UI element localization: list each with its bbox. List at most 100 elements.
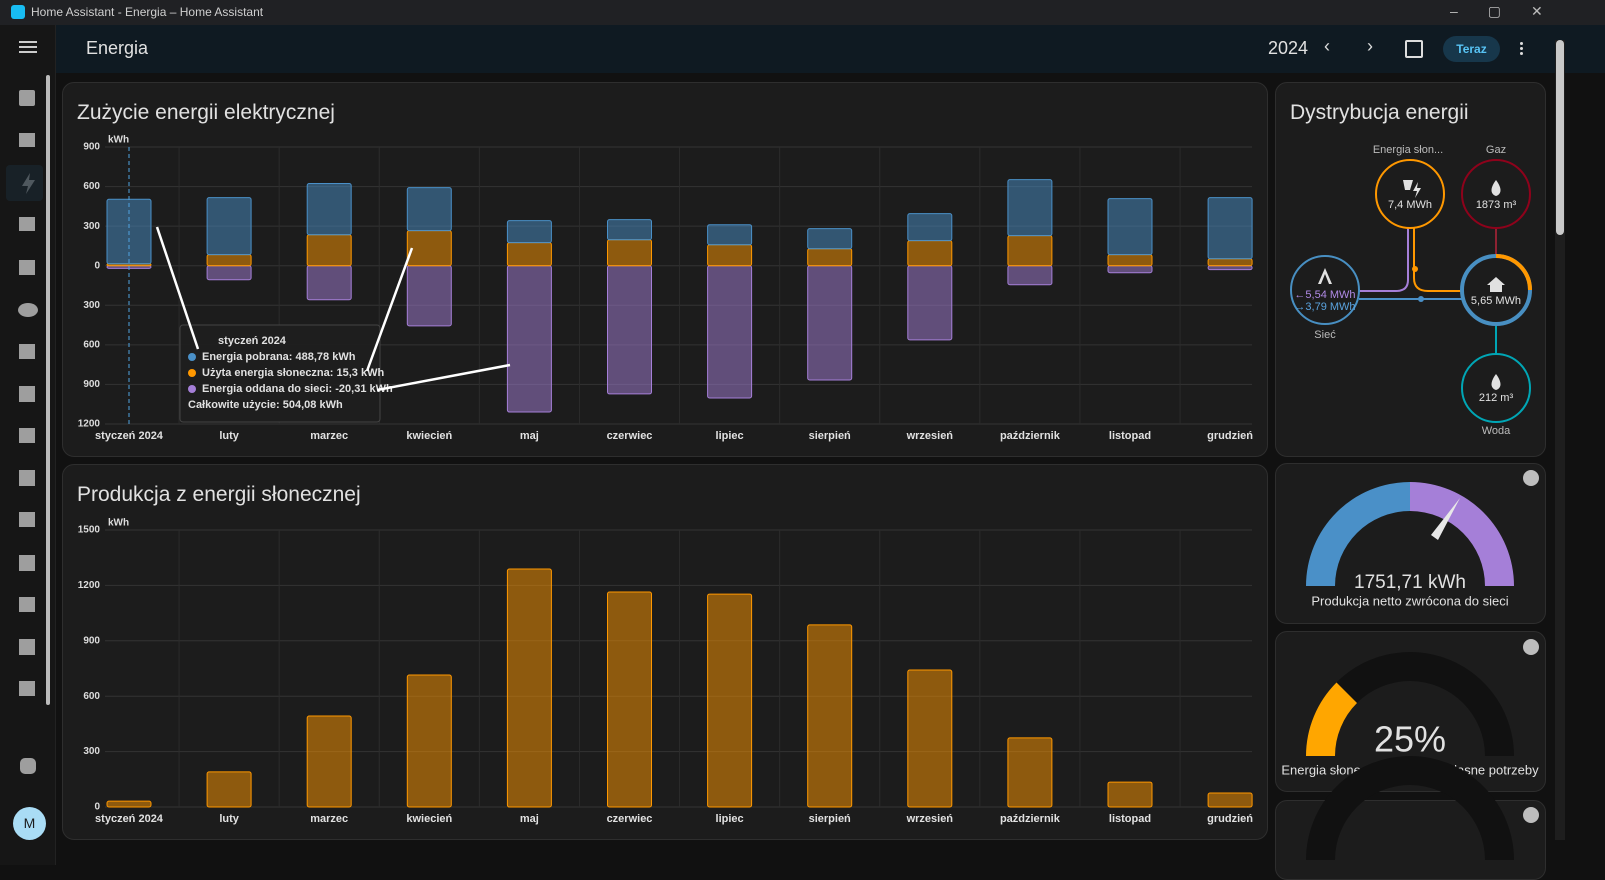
node-value: 5,65 MWh [1471,295,1521,307]
axis-unit: kWh [108,135,129,146]
x-tick-label: grudzień [1207,430,1253,442]
x-tick-label: marzec [310,813,348,825]
node-label: Gaz [1486,144,1506,156]
y-tick-label: 0 [94,260,100,271]
bar [206,771,252,808]
flow-dot [1412,266,1418,272]
bar [306,183,352,236]
tooltip-title: styczeń 2024 [218,335,287,347]
x-tick-label: luty [219,430,239,442]
y-tick-label: 600 [83,339,100,350]
y-tick-label: 900 [83,142,100,153]
menu-button[interactable] [19,41,37,43]
bar [306,715,352,808]
calendar-button[interactable] [1405,40,1423,58]
bar [1007,737,1053,808]
y-tick-label: 900 [83,379,100,390]
bar [506,265,552,413]
annotation-lines [155,226,511,392]
browser-bar: Home Assistant - Energia – Home Assistan… [0,0,1605,25]
gauge-arc [1306,682,1357,756]
bar [406,674,452,808]
x-tick-label: listopad [1109,813,1151,825]
bar [406,230,452,267]
node-value: 7,4 MWh [1388,199,1432,211]
next-button[interactable]: › [1367,36,1373,56]
y-tick-label: 300 [83,221,100,232]
node-icons [1318,180,1505,390]
tooltip: styczeń 2024 Całkowite użycie: 504,08 kW… [179,324,393,423]
y-tick-label: 600 [83,691,100,702]
tooltip-dot [188,369,196,377]
bar [1207,265,1253,271]
solar-node[interactable] [1375,159,1445,229]
gauge-value: 25% [1374,719,1446,760]
bar [406,187,452,232]
flow-dot [1418,296,1424,302]
bar [306,234,352,267]
bar [1107,254,1153,267]
bar [707,224,753,246]
node-value: →3,79 MWh [1294,301,1355,313]
bar [907,669,953,808]
bar [1207,197,1253,260]
bar [607,591,652,808]
bar [206,254,252,267]
bar [907,213,953,242]
gauge-track [1306,756,1514,860]
x-tick-label: grudzień [1207,813,1253,825]
bar [807,228,853,250]
bar [807,265,853,381]
tooltip-item: Użyta energia słoneczna: 15,3 kWh [202,367,384,379]
y-tick-label: 1200 [78,419,101,430]
bar [907,240,953,267]
x-tick-label: listopad [1109,430,1151,442]
bar [506,242,552,267]
sidebar-icons[interactable] [18,90,38,774]
y-tick-label: 300 [83,746,100,757]
window-controls[interactable]: –▢✕ [1450,3,1573,19]
y-tick-label: 900 [83,635,100,646]
app-header: Energia 2024 ‹ › Teraz [56,25,1605,73]
bar [206,197,252,256]
x-tick-label: maj [520,430,539,442]
now-button[interactable]: Teraz [1443,36,1500,62]
y-tick-label: 1200 [78,580,101,591]
tooltip-item: Energia pobrana: 488,78 kWh [202,351,356,363]
bar [506,568,552,808]
bar [707,593,753,808]
scroll-thumb[interactable] [1556,40,1564,235]
card-title: Dystrybucja energii [1290,101,1469,124]
card-title: Zużycie energii elektrycznej [77,101,335,124]
avatar[interactable]: M [13,807,46,840]
gauge-arc [1410,482,1514,586]
gauge-label: Produkcja netto zwrócona do sieci [1311,593,1508,608]
sidebar-scrollbar[interactable] [46,75,50,705]
node-value: 212 m³ [1479,392,1514,404]
x-tick-label: wrzesień [906,430,954,442]
node-label: Energia słon... [1373,144,1443,156]
y-tick-label: 1500 [78,525,101,536]
tooltip-item: Energia oddana do sieci: -20,31 kWh [202,383,393,395]
distribution-texts: Energia słon... 7,4 MWh Gaz 1873 m³ Sieć… [1294,144,1521,437]
x-tick-label: lipiec [716,430,744,442]
prev-button[interactable]: ‹ [1324,36,1330,56]
x-tick-label: kwiecień [406,813,452,825]
tooltip-dot [188,385,196,393]
x-tick-label: maj [520,813,539,825]
bar [607,239,652,267]
axis-unit: kWh [108,518,129,529]
x-tick-label: październik [1000,813,1061,825]
page-scrollbar [1555,40,1565,840]
more-button[interactable] [1520,42,1523,45]
y-tick-label: 0 [94,802,100,813]
page-title: Energia [86,38,149,58]
bar [1007,265,1053,286]
x-tick-label: czerwiec [607,813,653,825]
info-buttons[interactable] [1523,470,1539,823]
grid-node[interactable] [1290,255,1360,325]
gauge-arc [1306,482,1410,586]
bar [406,265,452,327]
